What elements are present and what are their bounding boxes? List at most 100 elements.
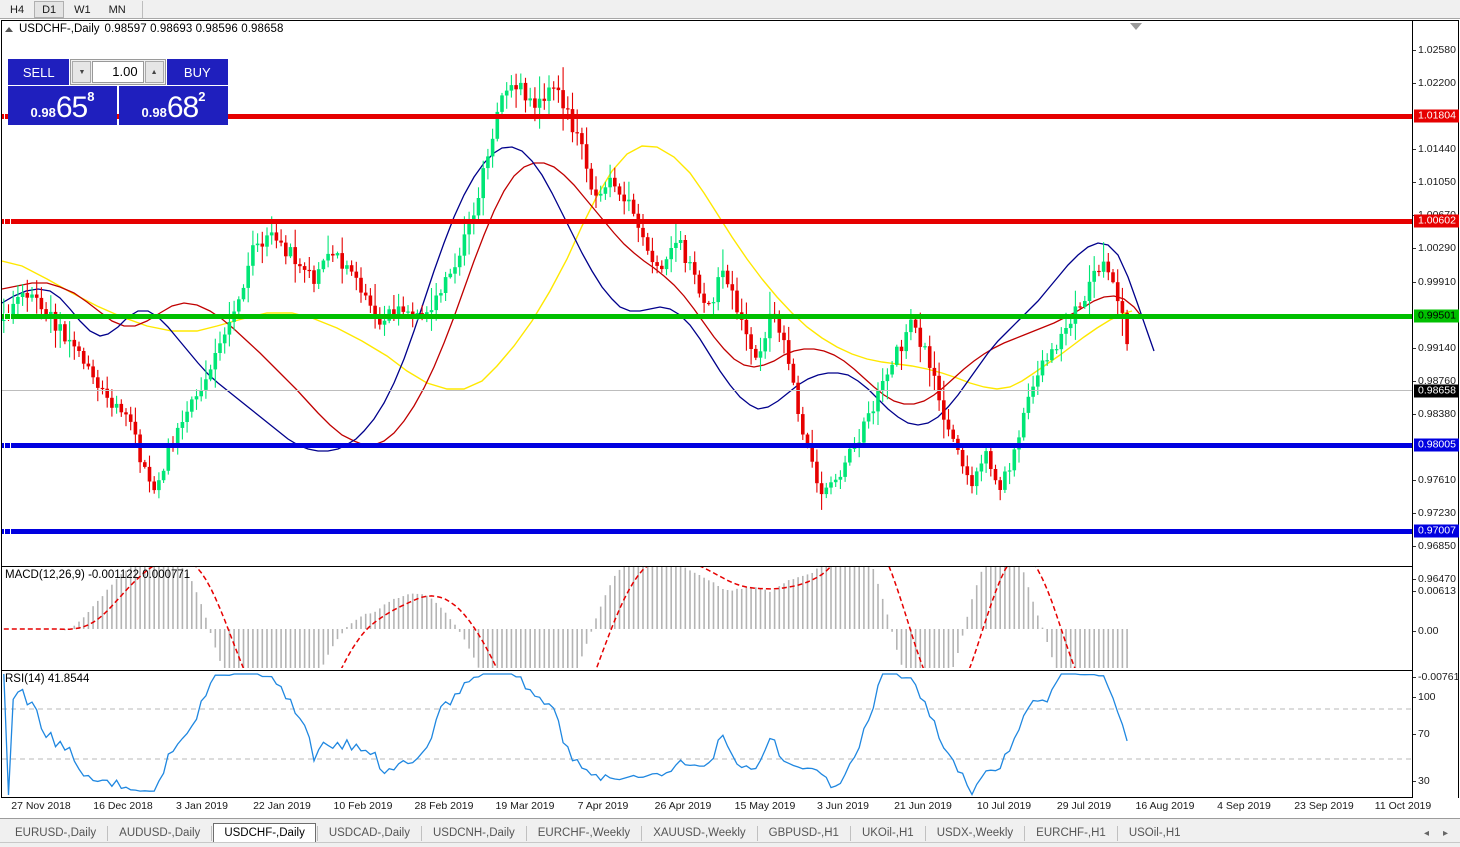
date-tick: 10 Feb 2019 (333, 800, 393, 812)
tab-scroll-left-icon[interactable]: ◂ (1423, 827, 1429, 839)
price-level-label[interactable]: 0.98005 (1414, 438, 1459, 452)
volume-decrement-icon[interactable]: ▼ (72, 61, 92, 83)
tab-scroll-controls: ◂ ▸ (1424, 828, 1460, 839)
tab-divider (849, 825, 851, 841)
price-tick: 0.98380 (1413, 408, 1456, 420)
chart-tab[interactable]: USOil-,H1 (1128, 827, 1181, 839)
timeframe-button-mn[interactable]: MN (108, 3, 126, 16)
price-level-label[interactable]: 0.97007 (1414, 524, 1459, 538)
price-tick: 1.00290 (1413, 242, 1456, 254)
macd-label: MACD(12,26,9) -0.001122 0.000771 (5, 569, 191, 581)
date-tick: 16 Aug 2019 (1135, 800, 1195, 812)
tab-divider (525, 825, 527, 841)
horizontal-level-line[interactable] (2, 529, 1414, 534)
tab-divider (1024, 825, 1026, 841)
one-click-trading-panel[interactable]: SELL ▼ 1.00 ▲ BUY 0.98 65 8 0.98 68 2 (8, 59, 229, 125)
date-axis[interactable]: 27 Nov 2018 16 Dec 2018 3 Jan 2019 22 Jan 2… (1, 799, 1459, 817)
chart-tab[interactable]: UKOil-,H1 (861, 827, 914, 839)
level-drag-handle[interactable] (4, 313, 11, 320)
chart-tab[interactable]: USDCHF-,Daily (213, 823, 316, 843)
tab-divider (316, 825, 318, 841)
rsi-pane[interactable]: RSI(14) 41.8544 (2, 670, 1414, 797)
indicator-tick: 0.00 (1413, 625, 1438, 637)
sell-button[interactable]: SELL (8, 59, 70, 85)
tab-divider (107, 825, 109, 841)
horizontal-level-line[interactable] (2, 443, 1414, 448)
price-tick: 0.97230 (1413, 507, 1456, 519)
chart-tab[interactable]: USDCNH-,Daily (432, 827, 515, 839)
date-tick: 23 Sep 2019 (1294, 800, 1354, 812)
indicator-tick: 0.00613 (1413, 585, 1456, 597)
horizontal-level-line[interactable] (2, 314, 1414, 319)
bid-price-main: 65 (55, 91, 88, 124)
price-tick: 0.98760 (1413, 375, 1456, 387)
macd-pane[interactable]: MACD(12,26,9) -0.001122 0.000771 (2, 566, 1414, 668)
date-tick: 27 Nov 2018 (11, 800, 71, 812)
moving-average-fast (2, 146, 1155, 452)
bid-price-prefix: 0.98 (30, 105, 56, 120)
buy-button[interactable]: BUY (166, 59, 229, 85)
price-tick: 1.02580 (1413, 44, 1456, 56)
volume-stepper[interactable]: ▼ 1.00 ▲ (70, 59, 166, 85)
timeframe-button-w1[interactable]: W1 (74, 3, 91, 16)
price-tick: 0.96850 (1413, 540, 1456, 552)
date-tick: 29 Jul 2019 (1056, 800, 1112, 812)
chart-tab[interactable]: USDCAD-,Daily (328, 827, 410, 839)
price-tick: 0.97610 (1413, 474, 1456, 486)
horizontal-level-line[interactable] (2, 219, 1414, 224)
tab-divider (211, 825, 213, 841)
timeframe-button-d1[interactable]: D1 (34, 0, 65, 18)
chart-tab[interactable]: GBPUSD-,H1 (768, 827, 839, 839)
moving-average-mid (2, 162, 1143, 446)
price-level-label[interactable]: 1.00602 (1414, 214, 1459, 228)
volume-increment-icon[interactable]: ▲ (144, 61, 164, 83)
level-drag-handle[interactable] (4, 442, 11, 449)
macd-histogram (59, 567, 1128, 668)
indicator-tick: 30 (1413, 775, 1430, 787)
candlestick-series (2, 67, 1129, 510)
chart-tab[interactable]: AUDUSD-,Daily (119, 827, 201, 839)
level-drag-handle[interactable] (4, 218, 11, 225)
chart-tab[interactable]: EURUSD-,Daily (15, 827, 97, 839)
symbol-header: USDCHF-,Daily 0.98597 0.98693 0.98596 0.… (5, 23, 283, 35)
price-pane[interactable] (2, 21, 1414, 564)
rsi-series (3, 673, 1128, 796)
bid-price-button[interactable]: 0.98 65 8 (8, 86, 117, 125)
date-tick: 16 Dec 2018 (93, 800, 153, 812)
ma-mid-path (2, 162, 1143, 446)
rsi-chart-svg (2, 673, 1414, 796)
current-price-line (2, 390, 1414, 391)
price-scale[interactable]: 1.025801.022001.014401.010501.006701.002… (1412, 21, 1460, 819)
symbol-name: USDCHF-,Daily (19, 23, 100, 35)
chart-tab[interactable]: EURCHF-,Weekly (537, 827, 631, 839)
pane-collapse-arrow-icon[interactable] (1130, 23, 1142, 30)
tab-divider (756, 825, 758, 841)
chart-canvas-frame[interactable]: MACD(12,26,9) -0.001122 0.000771 RSI(14)… (1, 20, 1460, 819)
tab-scroll-right-icon[interactable]: ▸ (1442, 827, 1448, 839)
price-level-label[interactable]: 0.98658 (1414, 384, 1459, 398)
price-level-label[interactable]: 0.99501 (1414, 309, 1459, 323)
tab-divider (420, 825, 422, 841)
volume-input[interactable]: 1.00 (92, 61, 144, 83)
price-tick: 1.01440 (1413, 143, 1456, 155)
indicator-tick: -0.007612 (1413, 671, 1460, 683)
bid-price-fraction: 8 (87, 89, 95, 104)
chart-tab[interactable]: USDX-,Weekly (936, 827, 1014, 839)
collapse-triangle-icon[interactable] (5, 26, 13, 32)
price-chart-svg (2, 67, 1155, 510)
ask-price-fraction: 2 (198, 89, 206, 104)
date-tick: 21 Jun 2019 (894, 800, 952, 812)
timeframe-button-h4[interactable]: H4 (10, 3, 25, 16)
tab-divider (641, 825, 643, 841)
price-level-label[interactable]: 1.01804 (1414, 109, 1459, 123)
macd-chart-svg (3, 567, 1128, 668)
horizontal-level-line[interactable] (2, 114, 1414, 119)
chart-tab[interactable]: EURCHF-,H1 (1036, 827, 1106, 839)
level-drag-handle[interactable] (4, 528, 11, 535)
status-bar (0, 842, 1460, 847)
price-tick: 1.01050 (1413, 176, 1456, 188)
chart-tab[interactable]: XAUUSD-,Weekly (653, 827, 746, 839)
ma-slow-path (2, 145, 1133, 390)
moving-average-slow (2, 145, 1133, 390)
ask-price-button[interactable]: 0.98 68 2 (119, 86, 228, 125)
